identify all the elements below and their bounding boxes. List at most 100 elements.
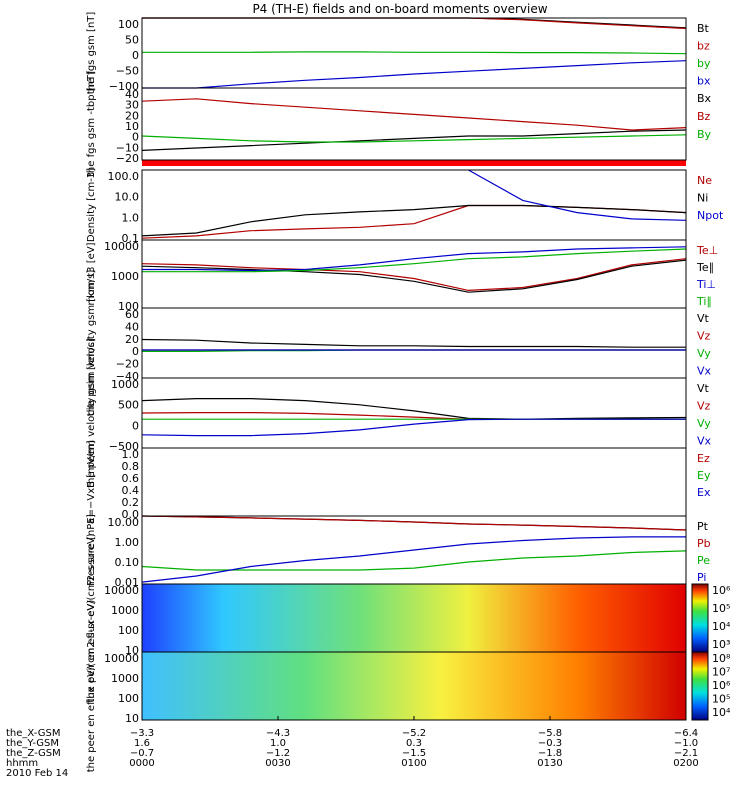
legend-Vy: Vy	[697, 347, 711, 360]
series-line-Vx	[141, 418, 686, 437]
legend-bx: bx	[697, 75, 711, 88]
series-line-Pt	[141, 515, 687, 531]
legend-Bx: Bx	[697, 92, 712, 105]
y-tick-label: −20	[116, 152, 139, 165]
y-tick-label: 500	[118, 399, 139, 412]
y-tick-label: 20	[125, 109, 139, 122]
legend-Vy: Vy	[697, 417, 711, 430]
y-tick-label: 10000	[104, 652, 139, 665]
y-tick-label: −100	[109, 80, 139, 93]
colorbar-tick: 10⁵	[712, 693, 730, 706]
legend-Pi: Pi	[697, 571, 706, 584]
y-tick-label: 30	[125, 99, 139, 112]
legend-Pt: Pt	[697, 520, 709, 533]
colorbar-tick: 10⁶	[712, 679, 731, 692]
x-row-label: the_Z-GSM	[6, 748, 61, 759]
legend-Bt: Bt	[697, 22, 710, 35]
panel-8	[141, 515, 687, 585]
panel-5	[141, 307, 687, 379]
legend-Ey: Ey	[697, 469, 711, 482]
colorbar-tick: 10⁵	[712, 602, 730, 615]
y-tick-label: 10.00	[108, 516, 140, 529]
colorbar-tick: 10⁸	[712, 652, 731, 665]
y-axis-label: the peer en eflux eV/(cm2-s-sr-eV)	[86, 600, 97, 773]
y-tick-label: 0	[132, 131, 139, 144]
y-tick-label: 20	[125, 333, 139, 346]
panel-4	[141, 239, 687, 309]
colorbar-tick: 10⁶	[712, 584, 731, 597]
panel-6	[141, 377, 687, 449]
y-axis-label: the fgs gsm -tbp [nT]	[86, 71, 97, 177]
legend-Vz: Vz	[697, 330, 711, 343]
x-tick-label: −5.2	[402, 728, 426, 739]
series-line-Pb	[141, 515, 687, 531]
y-tick-label: 0.2	[122, 496, 140, 509]
y-tick-label: 100	[118, 18, 139, 31]
x-row-label: hhmm	[6, 758, 38, 769]
x-tick-label: 0030	[265, 758, 290, 769]
panel-7	[141, 447, 687, 517]
y-tick-label: 0.4	[122, 484, 140, 497]
legend-Vx: Vx	[697, 435, 712, 448]
y-tick-label: 100.0	[108, 170, 140, 183]
legend-Ne: Ne	[697, 174, 712, 187]
panel-1	[141, 17, 687, 89]
y-tick-label: 0.01	[115, 576, 140, 589]
series-line-Ne	[141, 204, 687, 239]
x-tick-label: −2.1	[674, 748, 698, 759]
series-line-Bz	[141, 98, 687, 131]
y-tick-label: 10	[125, 712, 139, 725]
legend-Te∥: Te∥	[696, 261, 714, 274]
x-tick-label: 0.3	[406, 738, 422, 749]
panel-2	[141, 87, 687, 161]
panel-frame	[141, 239, 687, 309]
y-axis-label: the fgs gsm [nT]	[86, 12, 97, 95]
colorbar-tick: 10⁴	[712, 620, 731, 633]
y-tick-label: 1.0	[122, 211, 140, 224]
legend-bz: bz	[697, 40, 710, 53]
y-tick-label: 0.10	[115, 556, 140, 569]
series-line-Te∥	[141, 259, 687, 293]
y-tick-label: 0	[132, 345, 139, 358]
series-line-Te⊥	[141, 258, 687, 292]
legend-Ti∥: Ti∥	[696, 295, 712, 308]
y-tick-label: 100	[118, 692, 139, 705]
series-line-bx	[142, 60, 687, 89]
y-tick-label: 100	[118, 624, 139, 637]
y-axis-label: Pressure [nPa]	[86, 514, 97, 586]
legend-Pe: Pe	[697, 554, 710, 567]
series-line-Vt	[141, 338, 686, 348]
x-tick-label: −3.3	[130, 728, 154, 739]
x-row-label: the_Y-GSM	[6, 738, 59, 749]
chart-title: P4 (TH-E) fields and on-board moments ov…	[252, 2, 547, 16]
y-tick-label: 40	[125, 320, 139, 333]
x-row-label: the_X-GSM	[6, 728, 60, 739]
legend-Vt: Vt	[697, 312, 710, 325]
y-tick-label: 0.0	[122, 508, 140, 521]
panel-10	[141, 651, 709, 721]
x-tick-label: 0130	[537, 758, 562, 769]
y-axis-label: the peim velocity gsm [km/s]	[86, 270, 97, 417]
y-tick-label: 1000	[111, 672, 139, 685]
y-tick-label: 0.6	[122, 472, 140, 485]
panel-frame	[141, 307, 687, 379]
x-tick-label: 0000	[129, 758, 154, 769]
x-tick-label: −1.5	[402, 748, 426, 759]
legend-Vz: Vz	[697, 400, 711, 413]
legend-Vx: Vx	[697, 365, 712, 378]
series-line-Ni	[141, 204, 687, 237]
spectrogram	[142, 652, 686, 720]
panel-frame	[141, 447, 687, 517]
y-tick-label: −10	[116, 141, 139, 154]
x-tick-label: −1.0	[674, 738, 698, 749]
y-tick-label: 10.0	[115, 191, 140, 204]
y-tick-label: 10	[125, 120, 139, 133]
y-tick-label: −40	[116, 370, 139, 383]
legend-Ex: Ex	[697, 486, 711, 499]
series-line-Ti⊥	[142, 246, 687, 272]
x-tick-label: −4.3	[266, 728, 290, 739]
y-tick-label: 1.0	[122, 448, 140, 461]
y-tick-label: −500	[109, 440, 139, 453]
